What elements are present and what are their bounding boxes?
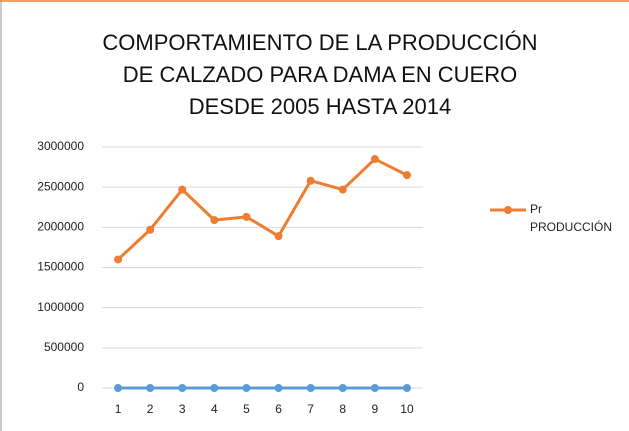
data-point <box>242 212 251 221</box>
legend-marker <box>504 206 512 214</box>
x-tick-label: 5 <box>243 402 250 416</box>
x-tick-label: 3 <box>179 402 186 416</box>
x-tick-label: 10 <box>400 402 414 416</box>
data-point <box>178 384 187 392</box>
data-point <box>114 384 123 392</box>
data-point <box>178 185 187 194</box>
data-point <box>306 176 315 185</box>
data-point <box>210 384 219 392</box>
data-point <box>370 384 379 392</box>
x-tick-label: 9 <box>372 402 379 416</box>
data-point <box>338 384 347 392</box>
chart-title: DESDE 2005 HASTA 2014 <box>189 94 452 119</box>
y-tick-label: 1000000 <box>37 300 84 314</box>
data-point <box>146 384 155 392</box>
data-point <box>114 255 123 264</box>
y-tick-label: 2000000 <box>37 220 84 234</box>
data-point <box>402 171 411 180</box>
x-tick-label: 4 <box>211 402 218 416</box>
x-tick-label: 8 <box>339 402 346 416</box>
y-tick-label: 0 <box>77 380 84 394</box>
data-point <box>338 185 347 194</box>
series-line <box>117 157 408 261</box>
x-tick-label: 7 <box>307 402 314 416</box>
data-point <box>210 216 219 225</box>
x-tick-label: 1 <box>115 402 122 416</box>
x-tick-label: 2 <box>147 402 154 416</box>
data-point <box>146 225 155 234</box>
y-tick-label: 500000 <box>44 340 84 354</box>
data-point <box>274 384 283 392</box>
chart-title: COMPORTAMIENTO DE LA PRODUCCIÓN <box>102 30 537 55</box>
y-tick-label: 1500000 <box>37 260 84 274</box>
data-point <box>242 384 251 392</box>
data-point <box>306 384 315 392</box>
y-tick-label: 3000000 <box>37 139 84 153</box>
data-point <box>370 155 379 164</box>
data-point <box>402 384 411 392</box>
legend-label: Pr PRODUCCIÓN <box>530 202 613 234</box>
data-point <box>274 232 283 241</box>
y-tick-label: 2500000 <box>37 179 84 193</box>
chart-title: DE CALZADO PARA DAMA EN CUERO <box>123 62 517 87</box>
x-tick-label: 6 <box>275 402 282 416</box>
